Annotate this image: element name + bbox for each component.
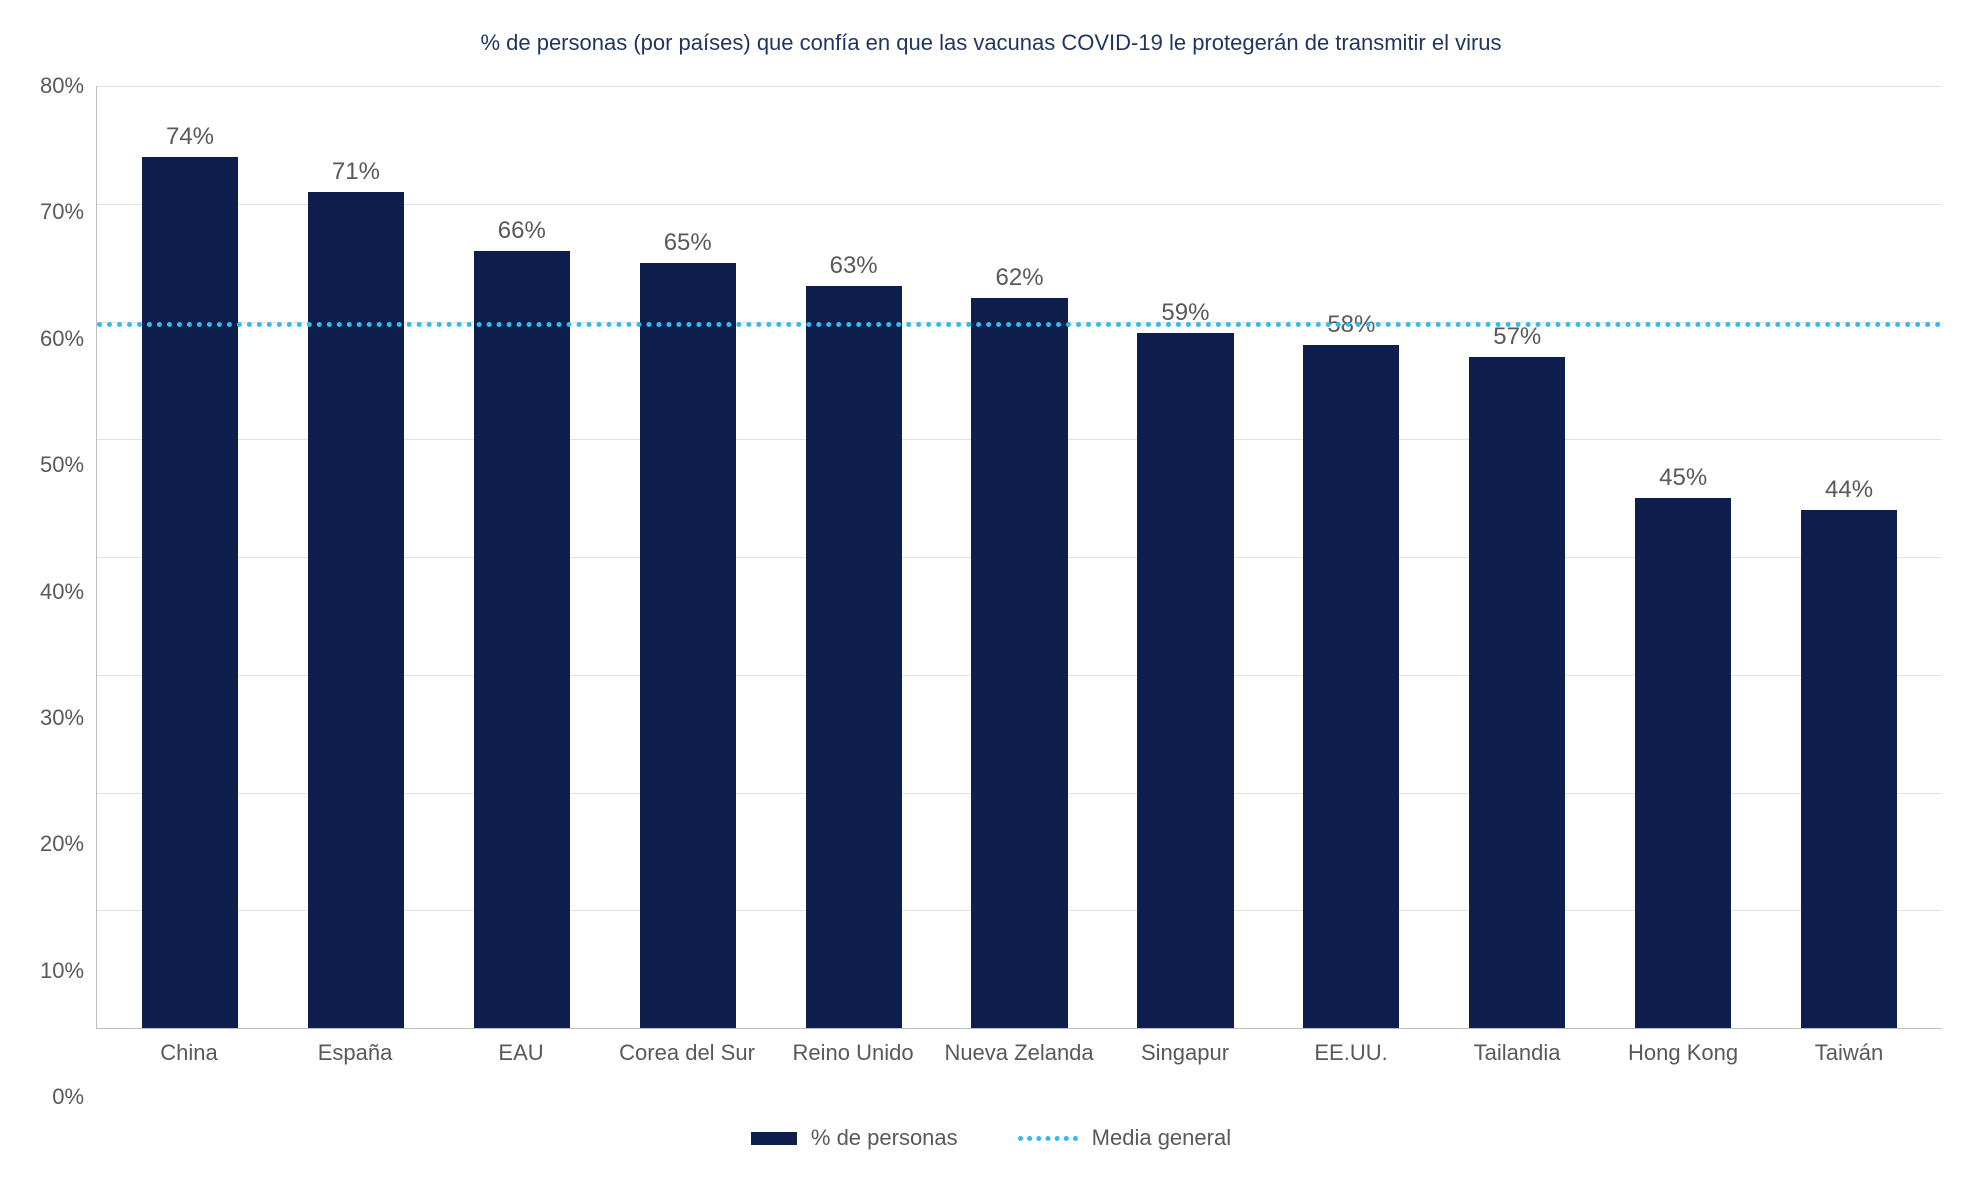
x-axis-label: Taiwán	[1766, 1039, 1932, 1097]
x-axis-label: Tailandia	[1434, 1039, 1600, 1097]
bar-slot: 62%	[937, 86, 1103, 1028]
bar	[308, 192, 404, 1028]
average-line	[97, 322, 1942, 327]
bar-value-label: 66%	[498, 217, 546, 245]
bar-value-label: 71%	[332, 158, 380, 186]
bar-value-label: 44%	[1825, 476, 1873, 504]
bar-slot: 45%	[1600, 86, 1766, 1028]
plot-area: 74% 71% 66% 65% 63% 62% 59%58% 57% 45% 44%	[96, 86, 1942, 1029]
x-axis-label: España	[272, 1039, 438, 1097]
bar	[1137, 333, 1233, 1028]
bar-value-label: 63%	[830, 252, 878, 280]
x-axis-labels: ChinaEspañaEAUCorea del SurReino UnidoNu…	[96, 1029, 1942, 1097]
bar	[142, 157, 238, 1028]
legend: % de personas Media general	[40, 1125, 1942, 1161]
bar-slot: 57%	[1434, 86, 1600, 1028]
bar-slot: 65%	[605, 86, 771, 1028]
bar	[971, 298, 1067, 1028]
bar-slot: 71%	[273, 86, 439, 1028]
bar-value-label: 45%	[1659, 464, 1707, 492]
x-axis-label: Reino Unido	[770, 1039, 936, 1097]
x-axis-label: Nueva Zelanda	[936, 1039, 1102, 1097]
bar-slot: 74%	[107, 86, 273, 1028]
bar	[806, 286, 902, 1028]
plot-outer: 74%71%66%65%63%62%59%58%57%45%44% ChinaE…	[96, 86, 1942, 1097]
x-axis-label: EAU	[438, 1039, 604, 1097]
bar-value-label: 57%	[1493, 323, 1541, 351]
bars-container: 74% 71% 66% 65% 63% 62% 59%58% 57% 45% 44%	[97, 86, 1942, 1028]
x-axis-label: EE.UU.	[1268, 1039, 1434, 1097]
chart-title: % de personas (por países) que confía en…	[40, 30, 1942, 56]
bar	[1635, 498, 1731, 1028]
bar-value-label: 74%	[166, 123, 214, 151]
bar-value-label: 65%	[664, 229, 712, 257]
bar	[1469, 357, 1565, 1028]
legend-item-series: % de personas	[751, 1125, 958, 1151]
x-axis-label: Hong Kong	[1600, 1039, 1766, 1097]
bar	[1801, 510, 1897, 1028]
bar-slot: 58%	[1268, 86, 1434, 1028]
bar	[1303, 345, 1399, 1028]
chart-wrapper: 80%70%60%50%40%30%20%10%0% 74% 71% 66% 65% 6…	[40, 86, 1942, 1097]
legend-series-label: % de personas	[811, 1125, 958, 1151]
bar-slot: 63%	[771, 86, 937, 1028]
y-axis: 80%70%60%50%40%30%20%10%0%	[40, 86, 96, 1097]
x-axis-label: Singapur	[1102, 1039, 1268, 1097]
legend-swatch-line	[1018, 1136, 1078, 1141]
x-axis-label: Corea del Sur	[604, 1039, 770, 1097]
bar-slot: 44%	[1766, 86, 1932, 1028]
bar	[474, 251, 570, 1028]
legend-swatch-bar	[751, 1132, 797, 1145]
bar-slot: 59%	[1102, 86, 1268, 1028]
legend-average-label: Media general	[1092, 1125, 1231, 1151]
legend-item-average: Media general	[1018, 1125, 1231, 1151]
bar-slot: 66%	[439, 86, 605, 1028]
bar-value-label: 62%	[996, 264, 1044, 292]
bar	[640, 263, 736, 1028]
x-axis-label: China	[106, 1039, 272, 1097]
